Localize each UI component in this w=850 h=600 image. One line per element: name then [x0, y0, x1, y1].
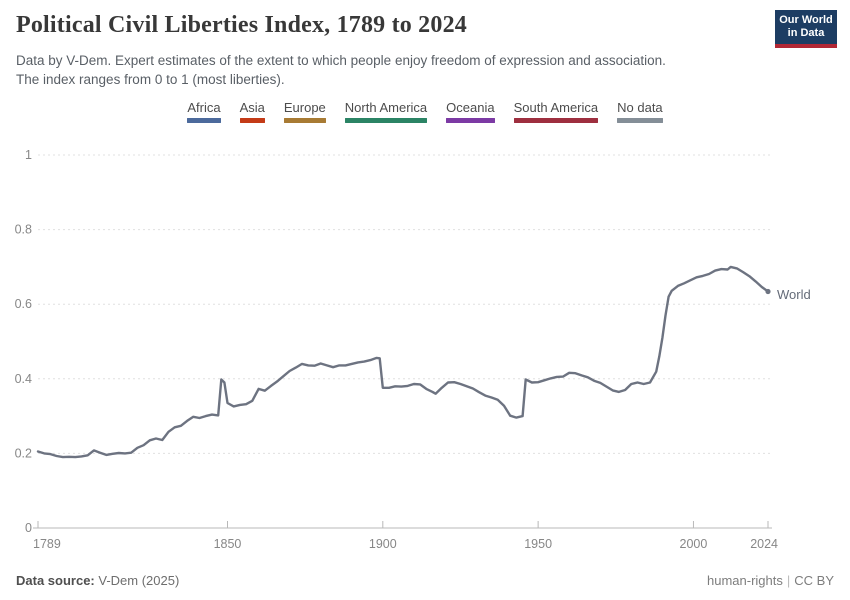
x-tick-label: 1900	[369, 537, 397, 551]
legend-color-bar	[617, 118, 663, 123]
legend-item-no-data[interactable]: No data	[617, 100, 663, 123]
legend-label: North America	[344, 100, 428, 115]
chart-title: Political Civil Liberties Index, 1789 to…	[16, 12, 467, 38]
legend-color-bar	[187, 118, 221, 123]
world-line-group	[36, 265, 771, 459]
legend-label: No data	[617, 100, 663, 115]
legend-item-north-america[interactable]: North America	[344, 100, 428, 123]
legend-label: Asia	[239, 100, 265, 115]
legend-color-bar	[446, 118, 495, 123]
legend-item-europe[interactable]: Europe	[283, 100, 326, 123]
legend-color-bar	[239, 118, 265, 123]
license-link[interactable]: CC BY	[794, 573, 834, 588]
legend-item-asia[interactable]: Asia	[239, 100, 265, 123]
data-source-label: Data source:	[16, 573, 95, 588]
legend-label: South America	[513, 100, 599, 115]
owid-logo[interactable]: Our World in Data	[775, 10, 837, 48]
owid-logo-line-1: Our World	[779, 14, 833, 26]
legend-item-africa[interactable]: Africa	[187, 100, 221, 123]
x-axis: 1789 1850 1900 1950 2000 2024	[33, 521, 778, 551]
footer-separator: |	[786, 573, 791, 588]
legend-label: Oceania	[446, 100, 495, 115]
chart-subtitle: Data by V-Dem. Expert estimates of the e…	[16, 51, 666, 89]
topic-link[interactable]: human-rights	[707, 573, 783, 588]
world-series-label[interactable]: World	[777, 287, 811, 302]
data-source: Data source: V-Dem (2025)	[16, 573, 179, 588]
chart-subtitle-line-1: Data by V-Dem. Expert estimates of the e…	[16, 53, 666, 68]
chart-footer: Data source: V-Dem (2025) human-rights | C…	[16, 573, 834, 588]
footer-right: human-rights | CC BY	[707, 573, 834, 588]
world-line[interactable]	[36, 265, 770, 459]
legend-label: Europe	[283, 100, 326, 115]
y-tick-label: 0.2	[15, 446, 32, 460]
y-tick-label: 0	[25, 521, 32, 535]
y-tick-label: 0.4	[15, 372, 32, 386]
x-tick-label: 2024	[750, 537, 778, 551]
legend-color-bar	[283, 118, 326, 123]
y-tick-label: 0.8	[15, 223, 32, 237]
gridlines	[38, 154, 772, 454]
legend-item-south-america[interactable]: South America	[513, 100, 599, 123]
x-tick-label: 1950	[524, 537, 552, 551]
y-tick-label: 1	[25, 148, 32, 162]
data-source-value: V-Dem (2025)	[94, 573, 180, 588]
line-end-dot	[765, 288, 771, 295]
y-tick-label: 0.6	[15, 297, 32, 311]
legend-color-bar	[513, 118, 599, 123]
chart-subtitle-line-2: The index ranges from 0 to 1 (most liber…	[16, 72, 285, 87]
continent-legend: Africa Asia Europe North America Oceania…	[0, 100, 850, 123]
legend-color-bar	[344, 118, 428, 123]
x-tick-label: 2000	[680, 537, 708, 551]
owid-logo-line-2: in Data	[787, 27, 825, 39]
y-axis-labels: 0 0.2 0.4 0.6 0.8 1	[15, 148, 32, 535]
x-tick-label: 1850	[214, 537, 242, 551]
x-tick-label: 1789	[33, 537, 61, 551]
legend-item-oceania[interactable]: Oceania	[446, 100, 495, 123]
legend-label: Africa	[187, 100, 221, 115]
